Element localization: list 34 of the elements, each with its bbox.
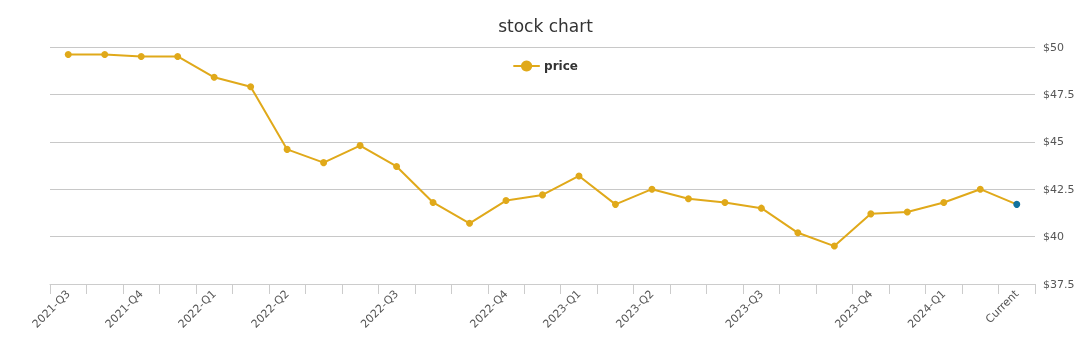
chart-title: stock chart <box>498 15 594 36</box>
point <box>611 200 619 208</box>
point <box>137 52 145 60</box>
point <box>903 208 911 216</box>
y-tick-label: $37.5 <box>1043 277 1075 291</box>
point <box>940 198 948 206</box>
point <box>757 204 765 212</box>
point <box>283 145 291 153</box>
point <box>356 142 364 150</box>
point <box>393 162 401 170</box>
point <box>976 185 984 193</box>
y-tick-label: $45 <box>1043 135 1064 149</box>
point <box>466 219 474 227</box>
point <box>1013 200 1021 208</box>
point <box>830 242 838 250</box>
point <box>429 198 437 206</box>
point <box>648 185 656 193</box>
point <box>64 51 72 59</box>
legend-label: price <box>544 59 578 73</box>
y-tick-label: $50 <box>1043 40 1064 54</box>
point <box>247 83 255 91</box>
y-tick-label: $40 <box>1043 230 1064 244</box>
y-tick-label: $42.5 <box>1043 182 1075 196</box>
point <box>320 159 328 167</box>
point <box>502 197 510 205</box>
point <box>210 73 218 81</box>
point <box>721 198 729 206</box>
point <box>539 191 546 199</box>
point <box>867 210 875 218</box>
point <box>101 51 109 59</box>
point <box>794 229 802 237</box>
y-tick-label: $47.5 <box>1043 87 1075 101</box>
point <box>684 195 692 203</box>
point <box>174 52 182 60</box>
